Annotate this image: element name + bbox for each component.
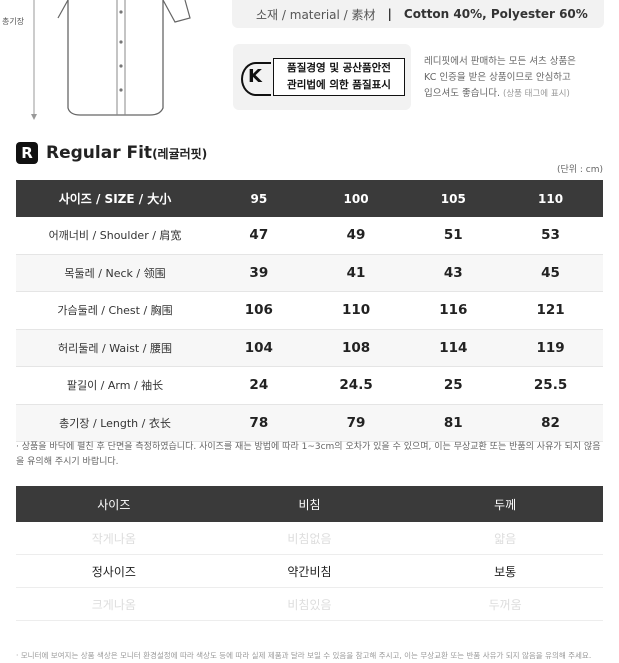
fit-title: R Regular Fit (레귤러핏) (16, 142, 207, 164)
size-header-105: 105 (408, 180, 499, 217)
size-header-95: 95 (214, 180, 304, 217)
color-note: · 모니터에 보여지는 상품 색상은 모니터 환경설정에 따라 색상도 등에 따… (16, 651, 592, 660)
material-value: Cotton 40%, Polyester 60% (403, 7, 588, 21)
table-cell: 106 (214, 291, 304, 330)
row-label: 목둘레 / Neck / 领围 (16, 254, 214, 292)
table-row: 가슴둘레 / Chest / 胸围 106 110 116 121 (16, 291, 603, 330)
table-row: 총기장 / Length / 衣长 78 79 81 82 (16, 404, 603, 442)
table-cell: 51 (408, 217, 499, 255)
table-cell: 49 (303, 217, 409, 255)
table-cell: 작게나옴 (16, 522, 212, 555)
length-label: 총기장 (2, 17, 25, 26)
table-cell: 24.5 (303, 366, 409, 405)
table-cell: 비침있음 (211, 587, 408, 621)
fit-table-header: 사이즈 비침 두께 (16, 486, 603, 522)
table-cell: 78 (214, 404, 304, 442)
table-cell: 약간비침 (211, 554, 408, 588)
table-cell: 45 (498, 254, 603, 292)
row-label: 허리둘레 / Waist / 腰围 (16, 329, 214, 367)
table-cell: 41 (303, 254, 409, 292)
table-cell: 79 (303, 404, 409, 442)
size-table-header: 사이즈 / SIZE / 大小 95 100 105 110 (16, 180, 603, 217)
table-cell: 110 (303, 291, 409, 330)
kc-logo-letter-icon: K (248, 66, 262, 87)
table-cell: 82 (498, 404, 603, 442)
table-row: 작게나옴 비침없음 얇음 (16, 522, 603, 555)
table-cell: 114 (408, 329, 499, 367)
row-label: 팔길이 / Arm / 袖长 (16, 366, 214, 405)
table-cell: 116 (408, 291, 499, 330)
fit-badge-icon: R (16, 142, 38, 164)
fit-subtitle: (레귤러핏) (152, 146, 208, 161)
size-header-label: 사이즈 / SIZE / 大小 (16, 180, 214, 217)
kc-description: 레디핏에서 판매하는 모든 셔츠 상품은 KC 인증을 받은 상품이므로 안심하… (424, 54, 614, 102)
table-cell: 25 (408, 366, 499, 405)
table-cell: 43 (408, 254, 499, 292)
table-cell: 크게나옴 (16, 587, 212, 621)
table-cell: 정사이즈 (16, 554, 212, 588)
table-cell: 보통 (407, 554, 603, 588)
table-cell: 53 (498, 217, 603, 255)
measurement-note: · 상품을 바닥에 펼친 후 단면을 측정하였습니다. 사이즈를 재는 방법에 … (16, 442, 601, 467)
material-label: 소재 / material / 素材 (256, 7, 376, 22)
table-cell: 25.5 (498, 366, 603, 405)
unit-label: (단위 : cm) (556, 165, 603, 175)
kc-logo-icon (241, 62, 271, 96)
table-cell: 81 (408, 404, 499, 442)
table-row: 팔길이 / Arm / 袖长 24 24.5 25 25.5 (16, 366, 603, 405)
kc-mark-line2: 관리법에 의한 품질표시 (287, 79, 391, 91)
shirt-illustration (0, 0, 215, 125)
table-row: 크게나옴 비침있음 두꺼움 (16, 587, 603, 621)
table-cell: 121 (498, 291, 603, 330)
material-separator: | (387, 7, 392, 21)
table-row: 어깨너비 / Shoulder / 肩宽 47 49 51 53 (16, 217, 603, 255)
shirt-drawing (31, 0, 191, 120)
size-header-100: 100 (303, 180, 409, 217)
kc-desc-line2: KC 인증을 받은 상품이므로 안심하고 (424, 72, 571, 83)
size-header-110: 110 (498, 180, 603, 217)
table-row-selected: 정사이즈 약간비침 보통 (16, 554, 603, 588)
table-cell: 비침없음 (211, 522, 408, 555)
fit-name: Regular Fit (46, 143, 153, 163)
size-table: 사이즈 / SIZE / 大小 95 100 105 110 어깨너비 / Sh… (16, 180, 603, 442)
table-cell: 108 (303, 329, 409, 367)
table-cell: 119 (498, 329, 603, 367)
fit-header-thickness: 두께 (407, 486, 603, 522)
fit-table: 사이즈 비침 두께 작게나옴 비침없음 얇음 정사이즈 약간비침 보통 크게나옴… (16, 486, 603, 621)
material-box: 소재 / material / 素材 | Cotton 40%, Polyest… (232, 0, 604, 28)
table-cell: 두꺼움 (407, 587, 603, 621)
row-label: 어깨너비 / Shoulder / 肩宽 (16, 217, 214, 255)
table-cell: 39 (214, 254, 304, 292)
table-row: 허리둘레 / Waist / 腰围 104 108 114 119 (16, 329, 603, 367)
kc-mark-line1: 품질경영 및 공산품안전 (287, 62, 391, 74)
table-cell: 104 (214, 329, 304, 367)
kc-mark-text: 품질경영 및 공산품안전 관리법에 의한 품질표시 (273, 58, 405, 96)
row-label: 가슴둘레 / Chest / 胸围 (16, 291, 214, 330)
kc-desc-line1: 레디핏에서 판매하는 모든 셔츠 상품은 (424, 56, 576, 67)
kc-desc-note: (상품 태그에 표시) (503, 89, 570, 99)
kc-desc-line3: 입으셔도 좋습니다. (424, 88, 500, 99)
table-cell: 47 (214, 217, 304, 255)
row-label: 총기장 / Length / 衣长 (16, 404, 214, 442)
table-cell: 24 (214, 366, 304, 405)
table-cell: 얇음 (407, 522, 603, 555)
fit-header-size: 사이즈 (16, 486, 212, 522)
fit-header-sheer: 비침 (211, 486, 408, 522)
table-row: 목둘레 / Neck / 领围 39 41 43 45 (16, 254, 603, 292)
kc-mark-box: K 품질경영 및 공산품안전 관리법에 의한 품질표시 (233, 44, 411, 110)
